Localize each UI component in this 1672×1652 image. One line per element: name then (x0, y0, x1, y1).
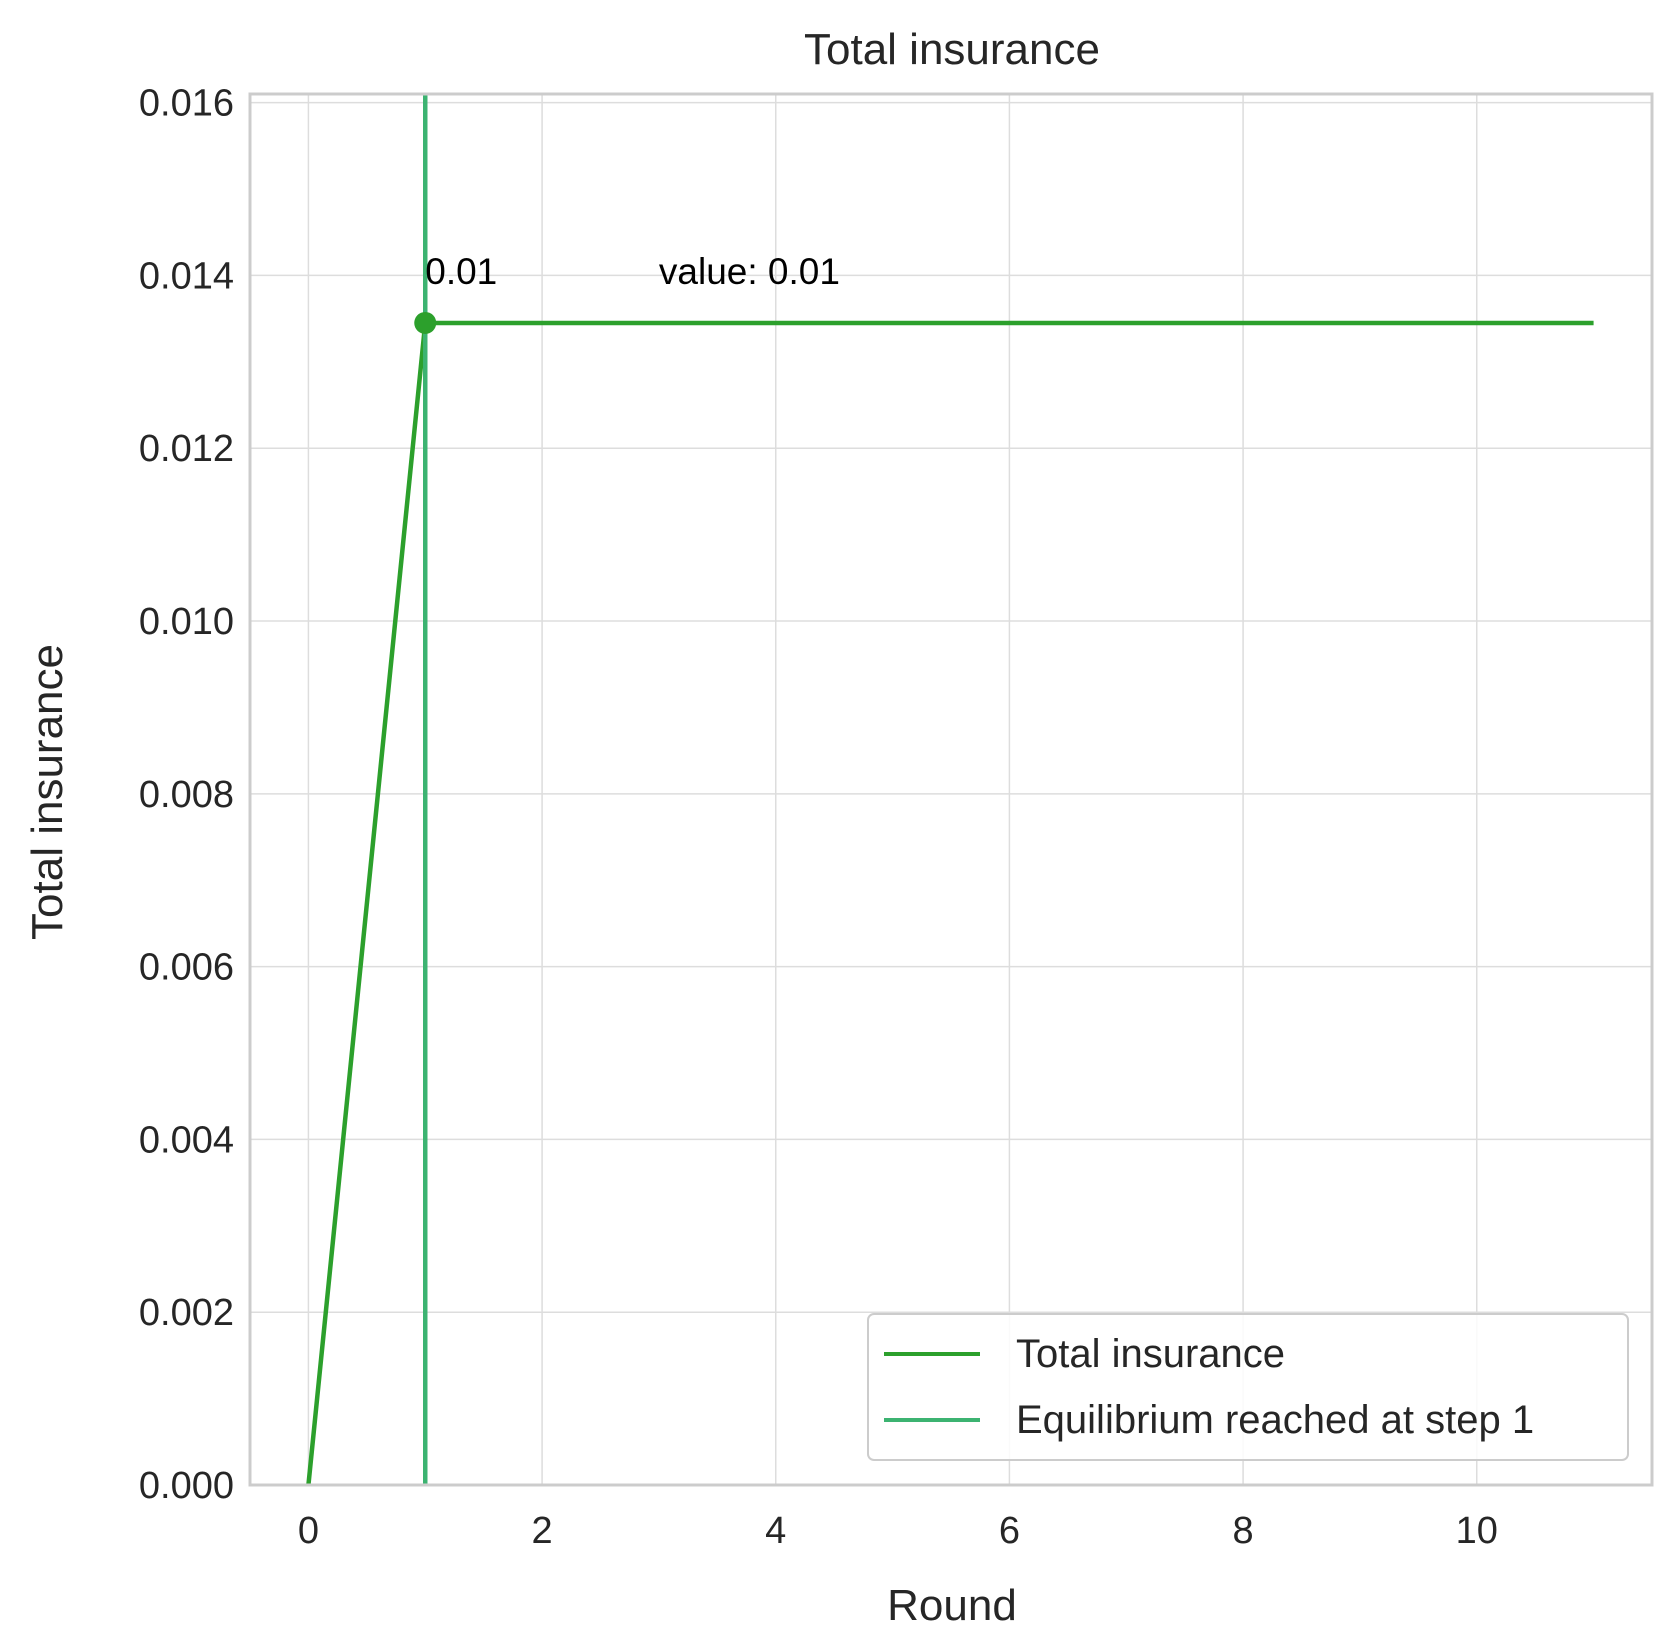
y-tick-label: 0.004 (139, 1119, 234, 1161)
y-tick-label: 0.000 (139, 1465, 234, 1507)
x-tick-label: 2 (532, 1510, 553, 1552)
annotation-label: value: 0.01 (659, 251, 840, 292)
legend-label-equilibrium: Equilibrium reached at step 1 (1016, 1398, 1534, 1442)
x-tick-label: 8 (1233, 1510, 1254, 1552)
chart-title: Total insurance (804, 25, 1100, 74)
x-tick-label: 10 (1456, 1510, 1498, 1552)
x-axis-label: Round (887, 1581, 1017, 1630)
y-tick-label: 0.008 (139, 774, 234, 816)
plot-frame (248, 92, 1654, 1487)
y-tick-label: 0.016 (139, 83, 234, 125)
equilibrium-marker (414, 311, 437, 334)
y-tick-label: 0.002 (139, 1292, 234, 1334)
series-layer (306, 94, 1594, 1486)
annotations: 0.01 value: 0.01 (425, 251, 840, 292)
grid (250, 94, 1652, 1486)
x-tick-label: 6 (999, 1510, 1020, 1552)
y-tick-label: 0.012 (139, 428, 234, 470)
y-tick-label: 0.014 (139, 255, 234, 297)
legend: Total insurance Equilibrium reached at s… (867, 1313, 1629, 1461)
x-tick-labels: 0 2 4 6 8 10 (298, 1510, 1498, 1552)
legend-label-total-insurance: Total insurance (1016, 1332, 1285, 1376)
annotation-label: 0.01 (425, 251, 497, 292)
series-line-total-insurance (306, 320, 1594, 1486)
y-axis-label: Total insurance (23, 644, 72, 940)
x-tick-label: 0 (298, 1510, 319, 1552)
y-tick-labels: 0.000 0.002 0.004 0.006 0.008 0.010 0.012 0.014… (139, 83, 234, 1507)
x-tick-label: 4 (765, 1510, 786, 1552)
y-tick-label: 0.010 (139, 601, 234, 643)
y-tick-label: 0.006 (139, 947, 234, 989)
legend-box (867, 1313, 1629, 1461)
